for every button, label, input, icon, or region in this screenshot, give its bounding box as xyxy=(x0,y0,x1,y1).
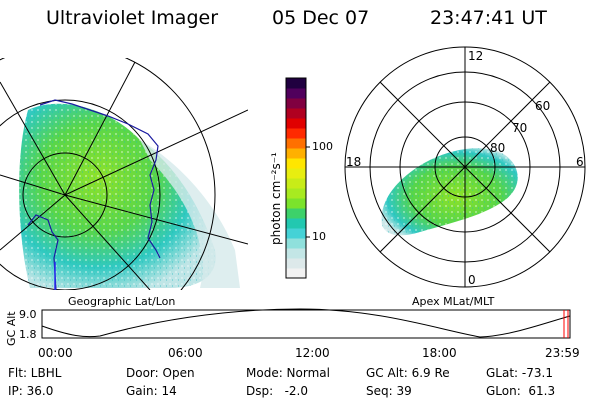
colorbar-segment xyxy=(286,148,306,159)
colorbar-segment xyxy=(286,228,306,239)
colorbar-segment xyxy=(286,248,306,259)
colorbar-segment xyxy=(286,158,306,169)
time-tick-0000: 00:00 xyxy=(38,346,73,360)
apex-label: Apex MLat/MLT xyxy=(412,295,495,308)
time-tick-2359: 23:59 xyxy=(545,346,580,360)
mlat-label-70: 70 xyxy=(512,121,527,135)
mlt-label-6: 6 xyxy=(576,155,584,169)
time-tick-0600: 06:00 xyxy=(168,346,203,360)
colorbar-segment xyxy=(286,238,306,249)
colorbar-segment xyxy=(286,218,306,229)
altitude-plot: 9.0 1.8 GC Alt 00:00 06:00 12:00 18:00 2… xyxy=(5,308,580,360)
info-block: Flt: LBHL IP: 36.0 Door: Open Gain: 14 M… xyxy=(8,366,555,398)
colorbar-segment xyxy=(286,78,306,89)
altitude-curve xyxy=(41,308,571,338)
geographic-panel xyxy=(0,58,248,290)
colorbar-segment xyxy=(286,138,306,149)
time-tick-1200: 12:00 xyxy=(295,346,330,360)
time-tick-1800: 18:00 xyxy=(422,346,457,360)
alt-tick-1-8: 1.8 xyxy=(19,328,37,341)
info-gain: Gain: 14 xyxy=(126,384,177,398)
info-gc-alt: GC Alt: 6.9 Re xyxy=(366,366,450,380)
coastline xyxy=(27,99,161,290)
instrument-title: Ultraviolet Imager xyxy=(46,7,218,29)
info-seq: Seq: 39 xyxy=(366,384,412,398)
mlt-label-0: 0 xyxy=(468,273,476,287)
color-bar xyxy=(285,77,310,279)
colorbar-segment xyxy=(286,88,306,99)
info-ip: IP: 36.0 xyxy=(8,384,53,398)
colorbar-label: photon cm⁻²s⁻¹ xyxy=(269,152,283,245)
colorbar-segment xyxy=(286,118,306,129)
mlt-label-12: 12 xyxy=(468,49,483,63)
info-glat: GLat: -73.1 xyxy=(486,366,553,380)
geographic-label: Geographic Lat/Lon xyxy=(68,295,175,308)
meridian-lines xyxy=(0,61,248,290)
info-glon: GLon: 61.3 xyxy=(486,384,555,398)
mlt-label-18: 18 xyxy=(346,155,361,169)
colorbar-segment xyxy=(286,188,306,199)
info-dsp: Dsp: -2.0 xyxy=(246,384,308,398)
polar-panel: 12 18 6 0 60 70 80 xyxy=(344,46,586,288)
info-mode: Mode: Normal xyxy=(246,366,330,380)
colorbar-segment xyxy=(286,268,306,279)
header-time: 23:47:41 UT xyxy=(430,7,547,29)
colorbar-segment xyxy=(286,168,306,179)
colorbar-segment xyxy=(286,178,306,189)
colorbar-segment xyxy=(286,208,306,219)
alt-tick-9: 9.0 xyxy=(19,308,37,321)
alt-ylabel: GC Alt xyxy=(5,311,18,346)
colorbar-tick-10: 10 xyxy=(312,230,326,243)
aurora-glow-geographic xyxy=(140,140,240,288)
mlat-label-60: 60 xyxy=(535,99,550,113)
colorbar-segment xyxy=(286,128,306,139)
header-date: 05 Dec 07 xyxy=(272,7,369,29)
mlat-label-80: 80 xyxy=(490,141,505,155)
colorbar-segment xyxy=(286,98,306,109)
colorbar-frame xyxy=(285,77,307,279)
info-door: Door: Open xyxy=(126,366,195,380)
info-filter: Flt: LBHL xyxy=(8,366,62,380)
colorbar-segment xyxy=(286,258,306,269)
colorbar-segment xyxy=(286,108,306,119)
colorbar-segment xyxy=(286,198,306,209)
mlt-lines xyxy=(345,47,585,287)
colorbar-tick-100: 100 xyxy=(312,140,333,153)
